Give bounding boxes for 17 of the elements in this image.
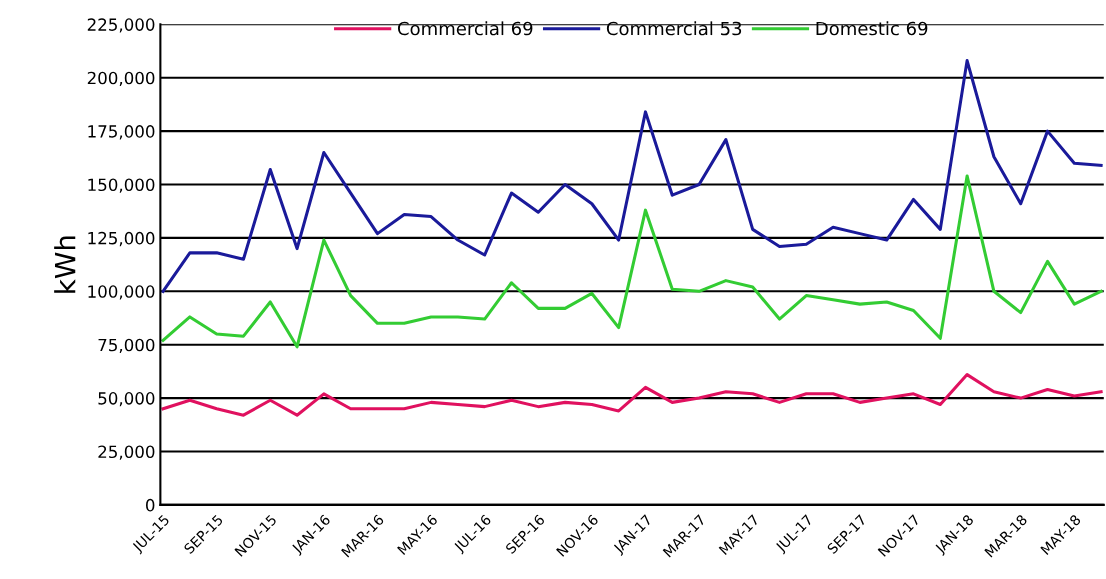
line-series (161, 59, 1103, 293)
y-tick-label: 125,000 (88, 231, 155, 247)
legend-label: Commercial 69 (397, 21, 533, 36)
line-series (161, 174, 1103, 349)
y-tick-label: 100,000 (88, 285, 155, 300)
y-tick-label: 50,000 (98, 392, 155, 407)
y-tick-label: 200,000 (87, 71, 155, 86)
legend-label: Commercial 53 (606, 21, 742, 36)
y-tick-label: 225,000 (87, 18, 155, 33)
line-series (161, 373, 1103, 417)
y-tick-label: 0 (146, 498, 155, 512)
legend-label: Domestic 69 (816, 21, 928, 36)
y-tick-label: 175,000 (88, 125, 155, 140)
y-tick-label: 150,000 (88, 178, 155, 193)
y-tick-label: 75,000 (98, 338, 155, 353)
y-tick-label: 25,000 (98, 445, 155, 460)
y-axis-title: kWh (54, 236, 76, 293)
